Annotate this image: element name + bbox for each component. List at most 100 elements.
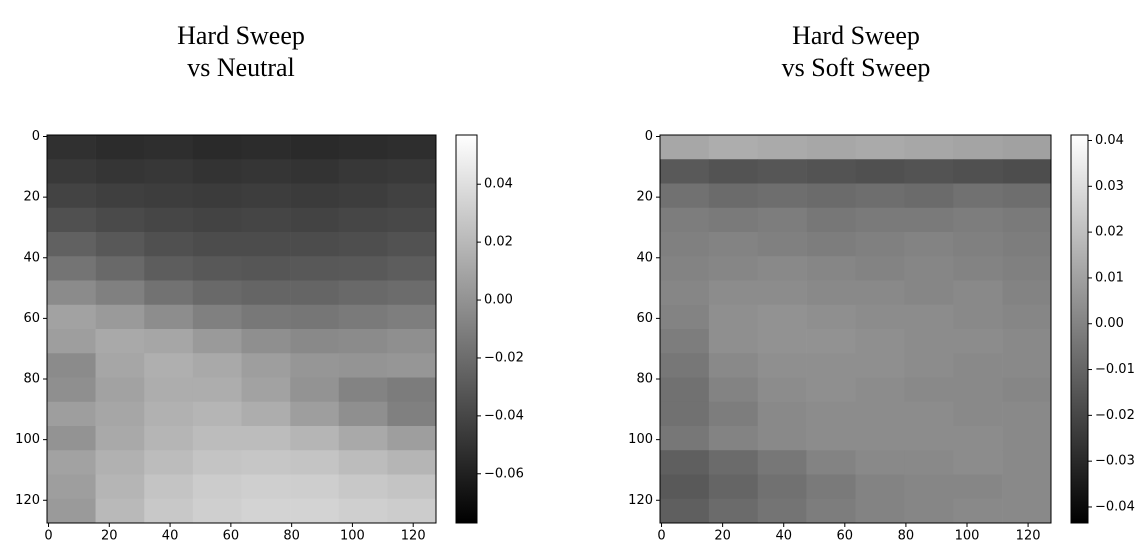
chart-title: vs Soft Sweep xyxy=(782,53,931,82)
y-tick-label: 60 xyxy=(636,311,653,326)
heatmap-cell xyxy=(290,401,340,427)
heatmap-cell xyxy=(855,474,905,500)
heatmap-cell xyxy=(290,280,340,306)
heatmap-cell xyxy=(144,498,194,524)
heatmap-cell xyxy=(953,353,1003,378)
heatmap-cell xyxy=(708,183,759,209)
heatmap-cell xyxy=(660,426,710,451)
heatmap-cell xyxy=(387,377,437,403)
heatmap-cell xyxy=(144,232,194,257)
y-tick-label: 80 xyxy=(23,372,40,387)
heatmap-cell xyxy=(757,280,807,306)
heatmap-cell xyxy=(387,232,437,257)
heatmap-cell xyxy=(1002,159,1052,184)
heatmap-cell xyxy=(192,353,242,378)
heatmap-cell xyxy=(953,256,1003,281)
heatmap-cell xyxy=(241,474,291,500)
heatmap-cell xyxy=(241,377,291,403)
heatmap-cell xyxy=(47,426,96,451)
heatmap-cell xyxy=(290,183,340,209)
colorbar-tick-label: −0.04 xyxy=(1095,499,1135,514)
heatmap-cell xyxy=(144,304,194,330)
heatmap-cell xyxy=(95,183,145,209)
heatmap-cell xyxy=(144,256,194,281)
heatmap-cell xyxy=(757,401,807,427)
heatmap-cell xyxy=(806,426,856,451)
heatmap-cell xyxy=(953,498,1003,524)
heatmap-cell xyxy=(806,256,856,281)
heatmap-cell xyxy=(290,232,340,257)
heatmap-cell xyxy=(290,135,340,160)
heatmap-cell xyxy=(953,474,1003,500)
heatmap-cell xyxy=(757,135,807,160)
colorbar-tick-label: 0.00 xyxy=(484,293,513,308)
heatmap-cell xyxy=(241,329,291,354)
heatmap-cell xyxy=(757,207,807,233)
heatmap-cell xyxy=(338,207,388,233)
heatmap-cell xyxy=(1002,450,1052,475)
heatmap-cell xyxy=(953,377,1003,403)
heatmap-cell xyxy=(290,498,340,524)
colorbar-tick-label: −0.04 xyxy=(484,408,524,423)
heatmap-cell xyxy=(806,183,856,209)
heatmap-cell xyxy=(47,401,96,427)
heatmap-cell xyxy=(660,207,710,233)
heatmap-cell xyxy=(904,280,954,306)
heatmap-cell xyxy=(660,474,710,500)
heatmap-cell xyxy=(904,207,954,233)
heatmap-cell xyxy=(904,329,954,354)
heatmap-cell xyxy=(338,256,388,281)
heatmap-cell xyxy=(904,377,954,403)
colorbar-tick-label: 0.04 xyxy=(1095,133,1124,148)
y-tick-label: 20 xyxy=(636,190,653,205)
heatmap-cell xyxy=(806,353,856,378)
heatmap-cell xyxy=(953,232,1003,257)
heatmap-cell xyxy=(757,256,807,281)
heatmap-cell xyxy=(387,183,437,209)
heatmap-cell xyxy=(855,450,905,475)
heatmap-cell xyxy=(192,450,242,475)
colorbar-tick-label: −0.02 xyxy=(1095,408,1135,423)
heatmap-cell xyxy=(47,232,96,257)
heatmap-cell xyxy=(95,329,145,354)
heatmap-cell xyxy=(855,135,905,160)
heatmap-cell xyxy=(806,232,856,257)
heatmap-cell xyxy=(192,401,242,427)
heatmap-cell xyxy=(806,401,856,427)
colorbar-tick-label: 0.02 xyxy=(1095,225,1124,240)
x-tick-label: 120 xyxy=(1016,529,1041,543)
heatmap-cell xyxy=(1002,329,1052,354)
heatmap-cell xyxy=(192,232,242,257)
heatmap-cell xyxy=(660,159,710,184)
heatmap-cell xyxy=(806,450,856,475)
heatmap-cell xyxy=(660,329,710,354)
y-tick-label: 100 xyxy=(15,432,40,447)
heatmap-cell xyxy=(708,135,759,160)
heatmap-cell xyxy=(95,256,145,281)
heatmap-cell xyxy=(660,304,710,330)
heatmap-cell xyxy=(144,474,194,500)
heatmap-cell xyxy=(904,450,954,475)
heatmap-cell xyxy=(708,377,759,403)
heatmap-cell xyxy=(144,183,194,209)
heatmap-cell xyxy=(953,329,1003,354)
heatmap-cell xyxy=(95,207,145,233)
heatmap-cell xyxy=(144,401,194,427)
heatmap-cell xyxy=(904,426,954,451)
heatmap-cell xyxy=(708,353,759,378)
heatmap-cell xyxy=(144,207,194,233)
heatmap-cell xyxy=(708,474,759,500)
colorbar-tick-label: 0.02 xyxy=(484,235,513,250)
heatmap-cell xyxy=(855,159,905,184)
heatmap-cell xyxy=(47,135,96,160)
heatmap-cell xyxy=(904,304,954,330)
heatmap-cell xyxy=(953,207,1003,233)
heatmap-cell xyxy=(855,498,905,524)
colorbar xyxy=(455,134,478,524)
heatmap-cell xyxy=(660,232,710,257)
heatmap-cell xyxy=(95,377,145,403)
y-tick-label: 100 xyxy=(628,432,653,447)
plot-frame xyxy=(659,134,1052,524)
heatmap-cell xyxy=(338,450,388,475)
